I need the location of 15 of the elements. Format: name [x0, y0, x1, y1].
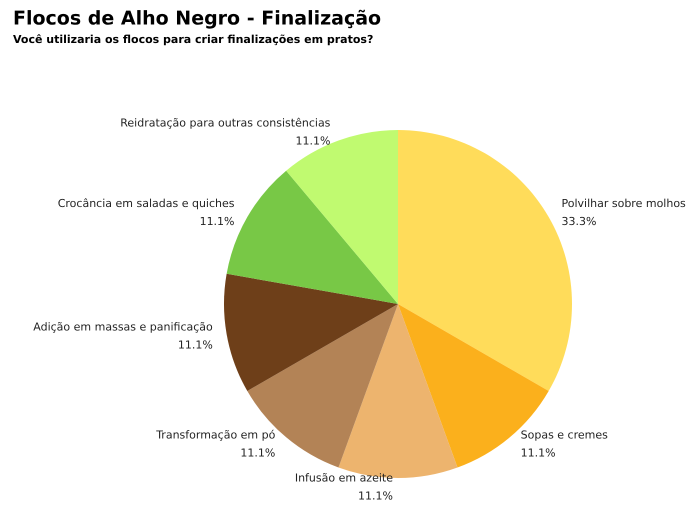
chart-title: Flocos de Alho Negro - Finalização: [13, 8, 382, 30]
data-label: 11.1%: [178, 338, 213, 352]
data-label: 11.1%: [240, 446, 276, 460]
slice-label: Crocância em saladas e quiches: [58, 197, 235, 210]
data-label: 11.1%: [358, 490, 393, 502]
slice-label: Sopas e cremes: [520, 428, 608, 442]
data-label: 11.1%: [520, 446, 556, 460]
chart-subtitle: Você utilizaria os flocos para criar finalizações em pratos?: [13, 33, 374, 46]
slice-label: Adição em massas e panificação: [33, 320, 214, 334]
slice-label: Reidratação para outras consistências: [120, 116, 331, 130]
slice-label: Transformação em pó: [155, 428, 276, 442]
slice-label: Polvilhar sobre molhos: [561, 197, 686, 210]
data-label: 11.1%: [200, 215, 235, 228]
data-label: 11.1%: [295, 134, 330, 148]
data-label: 33.3%: [561, 215, 596, 228]
